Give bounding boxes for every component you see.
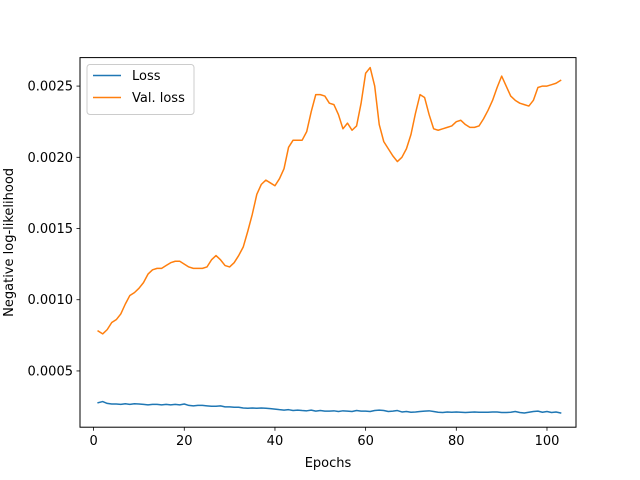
plot-lines xyxy=(97,66,562,414)
y-tick-label: 0.0025 xyxy=(28,80,74,95)
y-tick-label: 0.0005 xyxy=(28,364,74,379)
legend-label-val-loss: Val. loss xyxy=(132,91,185,106)
legend: Loss Val. loss xyxy=(86,64,195,115)
x-tick-label: 0 xyxy=(89,434,97,449)
series-line-loss xyxy=(97,400,562,414)
y-axis-ticks: 0.0005 0.0010 0.0015 0.0020 0.0025 xyxy=(28,80,80,379)
x-axis-label: Epochs xyxy=(305,456,352,471)
y-tick-label: 0.0010 xyxy=(28,293,74,308)
x-tick-label: 40 xyxy=(267,434,284,449)
x-tick-label: 20 xyxy=(176,434,193,449)
x-axis-ticks: 0 20 40 60 80 100 xyxy=(89,427,559,449)
x-tick-label: 60 xyxy=(357,434,374,449)
plot-frame xyxy=(79,57,577,428)
y-tick-label: 0.0015 xyxy=(28,222,74,237)
y-axis-label: Negative log-likelihood xyxy=(2,168,17,317)
legend-box xyxy=(86,64,195,115)
legend-label-loss: Loss xyxy=(132,69,161,84)
x-tick-label: 80 xyxy=(448,434,465,449)
series-line-val-loss xyxy=(97,66,562,335)
y-tick-label: 0.0020 xyxy=(28,151,74,166)
x-tick-label: 100 xyxy=(535,434,560,449)
